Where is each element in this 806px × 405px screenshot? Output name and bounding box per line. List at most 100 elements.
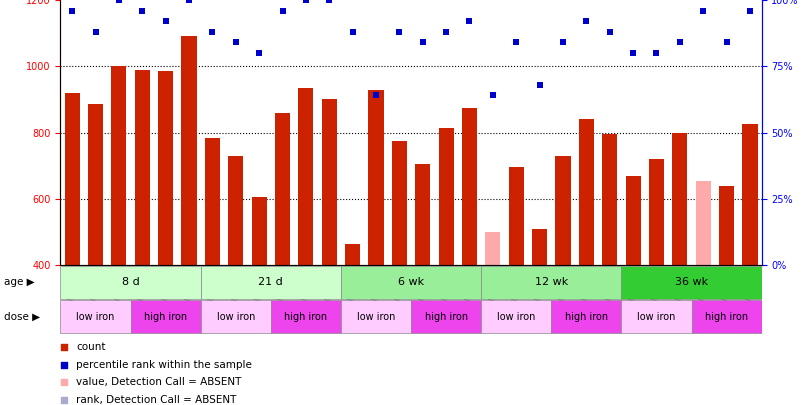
Bar — [271, 301, 341, 333]
Point — [135, 7, 148, 14]
Bar — [696, 181, 711, 265]
Point — [57, 379, 70, 386]
Point — [57, 397, 70, 403]
Text: low iron: low iron — [497, 312, 535, 322]
Point — [346, 29, 359, 35]
Bar — [551, 301, 621, 333]
Bar — [602, 134, 617, 265]
Text: 21 d: 21 d — [259, 277, 283, 288]
Point — [486, 92, 499, 99]
Bar — [251, 197, 267, 265]
Point — [369, 92, 382, 99]
Point — [276, 7, 289, 14]
Point — [252, 50, 265, 56]
Text: rank, Detection Call = ABSENT: rank, Detection Call = ABSENT — [76, 395, 236, 405]
Bar — [742, 124, 758, 265]
Bar — [719, 185, 734, 265]
Bar — [411, 301, 481, 333]
Bar — [341, 266, 481, 299]
Text: age ▶: age ▶ — [4, 277, 35, 288]
Bar — [509, 167, 524, 265]
Bar — [275, 113, 290, 265]
Point — [299, 0, 312, 3]
Bar — [555, 156, 571, 265]
Bar — [158, 71, 173, 265]
Bar — [438, 128, 454, 265]
Text: low iron: low iron — [77, 312, 114, 322]
Bar — [415, 164, 430, 265]
Bar — [368, 90, 384, 265]
Bar — [485, 232, 501, 265]
Bar — [298, 88, 314, 265]
Point — [57, 343, 70, 350]
Text: 8 d: 8 d — [122, 277, 139, 288]
Point — [743, 7, 756, 14]
Text: low iron: low iron — [357, 312, 395, 322]
Bar — [621, 301, 692, 333]
Bar — [88, 104, 103, 265]
Bar — [201, 266, 341, 299]
Point — [603, 29, 616, 35]
Text: percentile rank within the sample: percentile rank within the sample — [76, 360, 251, 370]
Bar — [228, 156, 243, 265]
Point — [463, 18, 476, 24]
Bar — [111, 66, 127, 265]
Bar — [135, 70, 150, 265]
Point — [650, 50, 663, 56]
Bar — [579, 119, 594, 265]
Bar — [672, 133, 688, 265]
Point — [159, 18, 172, 24]
Point — [626, 50, 639, 56]
Text: count: count — [76, 342, 106, 352]
Text: dose ▶: dose ▶ — [4, 312, 40, 322]
Point — [182, 0, 195, 3]
Point — [533, 82, 546, 88]
Bar — [201, 301, 271, 333]
Point — [89, 29, 102, 35]
Text: high iron: high iron — [565, 312, 608, 322]
Point — [439, 29, 452, 35]
Point — [112, 0, 125, 3]
Text: 12 wk: 12 wk — [534, 277, 568, 288]
Text: high iron: high iron — [285, 312, 327, 322]
Point — [393, 29, 405, 35]
Bar — [341, 301, 411, 333]
Point — [229, 39, 242, 46]
Point — [322, 0, 335, 3]
Text: value, Detection Call = ABSENT: value, Detection Call = ABSENT — [76, 377, 241, 387]
Text: high iron: high iron — [705, 312, 748, 322]
Bar — [481, 301, 551, 333]
Point — [673, 39, 686, 46]
Bar — [131, 301, 201, 333]
Text: high iron: high iron — [425, 312, 467, 322]
Bar — [649, 159, 664, 265]
Bar — [621, 266, 762, 299]
Bar — [392, 141, 407, 265]
Point — [720, 39, 733, 46]
Point — [416, 39, 429, 46]
Text: 6 wk: 6 wk — [398, 277, 424, 288]
Bar — [181, 36, 197, 265]
Bar — [322, 100, 337, 265]
Bar — [532, 229, 547, 265]
Text: low iron: low iron — [217, 312, 255, 322]
Point — [206, 29, 218, 35]
Bar — [60, 301, 131, 333]
Point — [65, 7, 78, 14]
Bar — [205, 138, 220, 265]
Point — [696, 7, 709, 14]
Point — [580, 18, 592, 24]
Bar — [462, 108, 477, 265]
Text: high iron: high iron — [144, 312, 187, 322]
Bar — [692, 301, 762, 333]
Point — [57, 361, 70, 368]
Point — [509, 39, 522, 46]
Bar — [625, 176, 641, 265]
Bar — [481, 266, 621, 299]
Text: low iron: low iron — [638, 312, 675, 322]
Point — [556, 39, 569, 46]
Bar — [60, 266, 201, 299]
Text: 36 wk: 36 wk — [675, 277, 708, 288]
Bar — [345, 244, 360, 265]
Bar — [64, 93, 80, 265]
